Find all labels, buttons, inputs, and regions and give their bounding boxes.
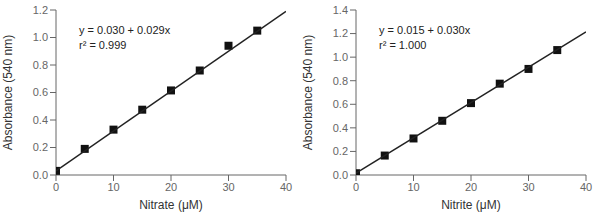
svg-text:20: 20	[165, 181, 177, 193]
svg-text:1.2: 1.2	[33, 4, 48, 16]
svg-text:1.0: 1.0	[333, 51, 348, 63]
svg-text:0.4: 0.4	[333, 122, 348, 134]
svg-text:Nitrite (μM): Nitrite (μM)	[441, 198, 501, 212]
svg-text:Absorbance (540 nm): Absorbance (540 nm)	[301, 35, 315, 150]
svg-text:Absorbance (540 nm): Absorbance (540 nm)	[8, 35, 15, 150]
html-text:y = 0.015 + 0.030x: y = 0.015 + 0.030x	[379, 24, 471, 37]
svg-text:0.0: 0.0	[333, 169, 348, 181]
svg-text:0.8: 0.8	[33, 59, 48, 71]
html-text:y = 0.030 + 0.029x: y = 0.030 + 0.029x	[79, 24, 171, 37]
html-text:r² = 0.999: r² = 0.999	[79, 39, 127, 52]
svg-text:0.6: 0.6	[333, 98, 348, 110]
svg-text:10: 10	[107, 181, 119, 193]
svg-text:0.6: 0.6	[33, 86, 48, 98]
svg-text:40: 40	[580, 181, 592, 193]
svg-text:10: 10	[407, 181, 419, 193]
svg-text:1.4: 1.4	[333, 4, 348, 16]
svg-text:0.4: 0.4	[33, 114, 48, 126]
svg-text:Nitrate (μM): Nitrate (μM)	[139, 198, 203, 212]
svg-text:0.2: 0.2	[33, 141, 48, 153]
svg-text:40: 40	[280, 181, 292, 193]
html-text:r² = 1.000: r² = 1.000	[379, 39, 427, 52]
svg-text:1.2: 1.2	[333, 27, 348, 39]
svg-text:0.2: 0.2	[333, 145, 348, 157]
svg-text:30: 30	[522, 181, 534, 193]
svg-text:1.0: 1.0	[33, 31, 48, 43]
svg-text:20: 20	[465, 181, 477, 193]
svg-text:0: 0	[353, 181, 359, 193]
svg-text:0.0: 0.0	[33, 169, 48, 181]
svg-text:30: 30	[222, 181, 234, 193]
svg-text:0: 0	[53, 181, 59, 193]
svg-text:0.8: 0.8	[333, 75, 348, 87]
